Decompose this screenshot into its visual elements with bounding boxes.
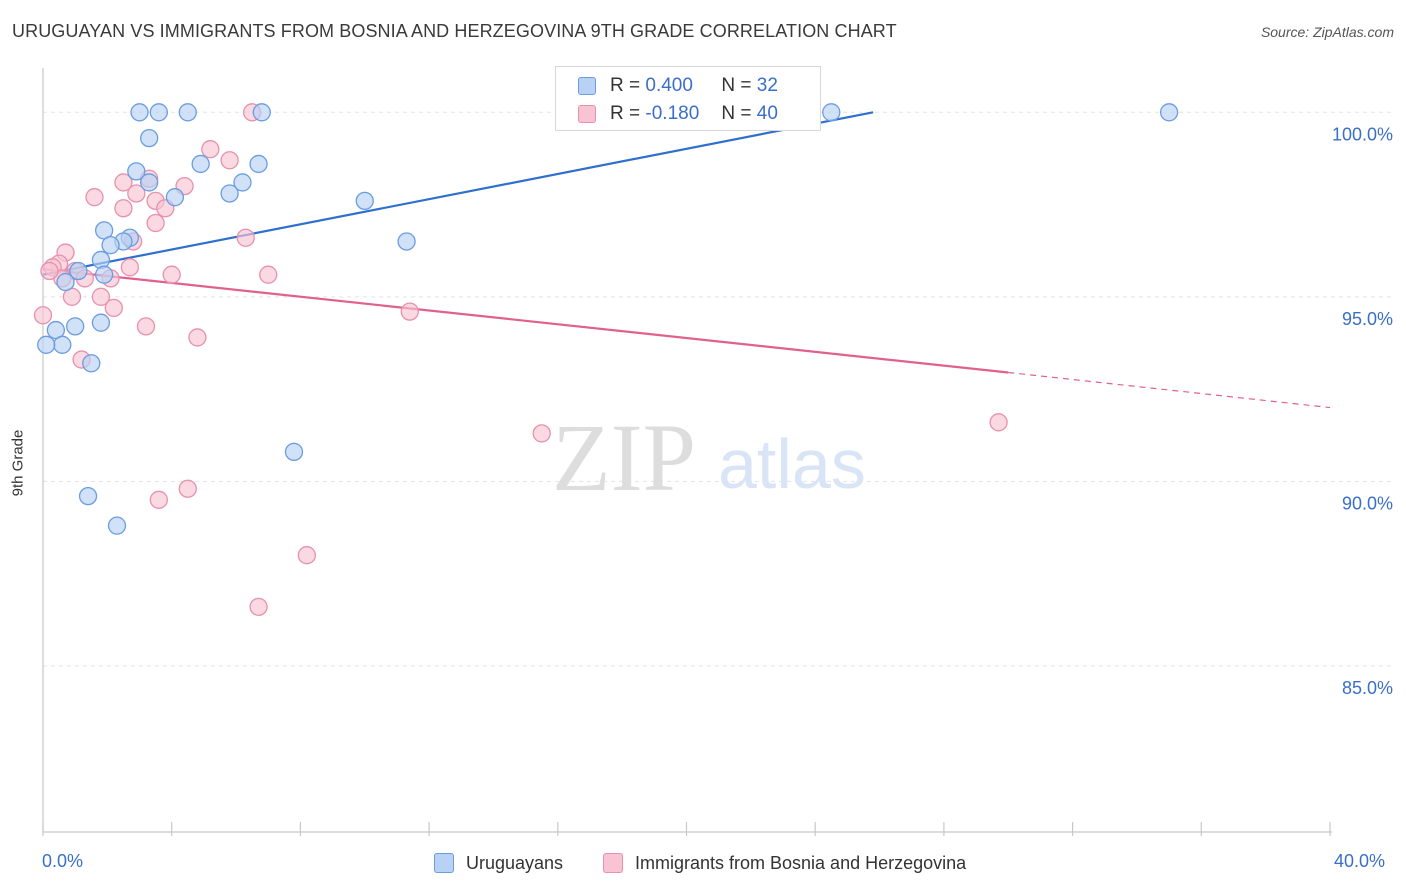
source-label: Source: ZipAtlas.com: [1260, 24, 1394, 40]
point-uruguayans: [140, 173, 159, 192]
point-uruguayans: [69, 261, 88, 281]
point-uruguayans: [178, 103, 197, 122]
point-bosnia: [104, 298, 123, 318]
legend-r-value: -0.180: [645, 103, 700, 124]
trend-lines: [42, 111, 1331, 409]
point-uruguayans: [233, 173, 252, 192]
point-uruguayans: [91, 313, 111, 332]
point-uruguayans: [165, 188, 185, 207]
point-uruguayans: [140, 128, 159, 148]
point-uruguayans: [191, 154, 210, 174]
point-bosnia: [146, 213, 165, 233]
point-uruguayans: [91, 250, 111, 270]
point-bosnia: [40, 261, 59, 281]
point-uruguayans: [94, 265, 114, 284]
point-bosnia: [201, 140, 220, 159]
point-bosnia: [162, 265, 181, 284]
legend-row-bosnia: R = -0.180 N = 40: [556, 100, 778, 128]
point-bosnia: [989, 413, 1008, 432]
bottom-legend-label: Uruguayans: [466, 852, 564, 873]
point-uruguayans: [127, 162, 146, 181]
point-bosnia: [220, 151, 239, 170]
y-tick-label: 100.0%: [1332, 124, 1393, 144]
point-bosnia: [127, 184, 146, 203]
point-uruguayans: [82, 354, 101, 373]
point-bosnia: [85, 188, 104, 207]
point-uruguayans: [53, 335, 72, 354]
point-uruguayans: [101, 236, 120, 255]
y-tick-label: 85.0%: [1342, 678, 1393, 698]
point-bosnia: [136, 317, 156, 336]
legend-swatch-pink: [578, 105, 596, 123]
y-tick-labels: 85.0% 90.0% 95.0% 100.0%: [1332, 124, 1393, 698]
y-tick-label: 90.0%: [1342, 493, 1393, 513]
watermark-zip: ZIP: [552, 404, 696, 511]
legend-n-label: N =: [721, 103, 752, 124]
point-uruguayans: [66, 317, 85, 336]
trend-line-uruguayans: [42, 111, 874, 276]
trend-line-bosnia: [42, 268, 1009, 374]
point-bosnia: [236, 228, 255, 247]
point-bosnia: [178, 479, 197, 498]
point-uruguayans: [252, 103, 271, 122]
legend-r-label: R =: [610, 75, 641, 96]
point-uruguayans: [149, 103, 168, 122]
y-axis-label: 9th Grade: [9, 429, 27, 497]
point-bosnia: [114, 199, 133, 218]
point-bosnia: [91, 287, 111, 306]
legend-n-value: 40: [756, 103, 778, 124]
watermark: ZIP atlas: [552, 404, 866, 511]
point-bosnia: [259, 265, 278, 284]
point-uruguayans: [37, 335, 56, 354]
bottom-legend-uruguayans: Uruguayans: [434, 851, 563, 875]
legend-r-value: 0.400: [645, 75, 693, 96]
legend-row-uruguayans: R = 0.400 N = 32: [556, 72, 778, 100]
point-bosnia: [249, 597, 268, 617]
point-bosnia: [114, 173, 133, 192]
bottom-legend-label: Immigrants from Bosnia and Herzegovina: [635, 852, 967, 873]
point-bosnia: [120, 258, 140, 277]
point-bosnia: [297, 546, 316, 565]
bottom-legend-swatch-blue: [434, 853, 454, 873]
point-bosnia: [532, 424, 551, 443]
point-uruguayans: [397, 232, 416, 251]
point-bosnia: [33, 306, 53, 325]
point-bosnia: [400, 302, 419, 321]
x-tick-label-min: 0.0%: [42, 851, 84, 871]
legend-n-value: 32: [756, 75, 778, 96]
point-uruguayans: [78, 486, 98, 506]
point-uruguayans: [822, 103, 841, 122]
point-uruguayans: [355, 191, 374, 211]
point-uruguayans: [130, 103, 149, 122]
data-points: [33, 103, 1179, 617]
correlation-legend: R = 0.400 N = 32 R = -0.180 N = 40: [555, 66, 821, 131]
point-bosnia: [188, 328, 207, 347]
y-tick-label: 95.0%: [1342, 309, 1393, 329]
point-uruguayans: [284, 442, 304, 461]
point-uruguayans: [1159, 103, 1179, 122]
chart-title: URUGUAYAN VS IMMIGRANTS FROM BOSNIA AND …: [12, 21, 897, 41]
bottom-legend-bosnia: Immigrants from Bosnia and Herzegovina: [603, 851, 966, 875]
legend-n-label: N =: [721, 75, 752, 96]
bottom-legend-swatch-pink: [603, 853, 623, 873]
watermark-atlas: atlas: [718, 425, 866, 503]
point-bosnia: [149, 490, 168, 509]
trend-line-bosnia-extension: [1008, 371, 1331, 409]
point-uruguayans: [107, 516, 127, 535]
legend-swatch-blue: [578, 77, 596, 95]
legend-r-label: R =: [610, 103, 641, 124]
x-tick-label-max: 40.0%: [1334, 851, 1386, 871]
axes: [42, 68, 1332, 833]
point-uruguayans: [56, 272, 75, 292]
point-uruguayans: [249, 154, 268, 174]
point-uruguayans: [220, 184, 239, 203]
